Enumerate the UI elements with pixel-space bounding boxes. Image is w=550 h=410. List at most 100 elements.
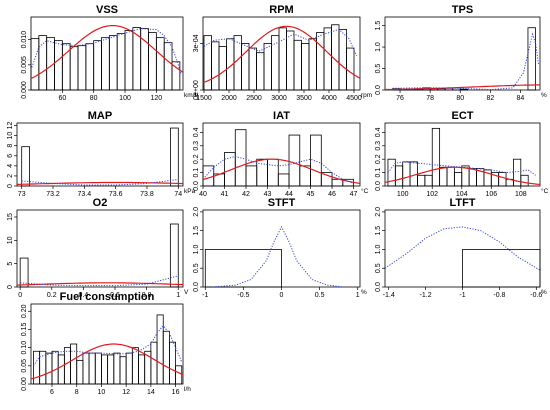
x-tick-label: 45 [307,191,315,198]
panel-title: RPM [269,4,293,16]
density-curve [31,28,182,76]
x-tick-label: 41 [221,191,229,198]
histogram-bar [170,127,179,187]
x-tick-label: 6 [50,389,54,396]
normal-fit-curve [203,25,360,84]
histogram-bar [76,359,84,385]
panel-title: STFT [268,197,296,209]
histogram-bar [218,46,227,91]
histogram-bar [331,178,344,187]
y-tick-label: 0.000 [21,81,28,99]
histogram-bar [277,173,290,187]
histogram-bar [459,88,469,91]
x-tick-label: 102 [426,191,438,198]
x-tick-label: 0.6 [110,292,120,299]
histogram-bar [308,38,317,91]
x-tick-label: 73.6 [109,191,123,198]
x-tick-label: 78 [426,95,434,102]
y-tick-label: 1.0 [375,244,382,254]
histogram-bar [101,37,110,91]
y-tick-label: 0.4 [193,127,200,137]
plot-frame [16,122,184,187]
x-tick-label: 73.4 [78,191,92,198]
histogram-bar [57,354,65,385]
x-tick-label: 47 [350,191,358,198]
histogram-bar [169,341,176,385]
histogram-bar [163,42,173,91]
x-tick-label: 73.8 [140,191,154,198]
histogram-bar [33,350,41,385]
unit-label: V [184,289,189,296]
histogram-bar [439,166,448,187]
y-tick-label: 0.1 [193,168,200,178]
y-tick-label: 0e+00 [193,80,200,100]
y-tick-label: 3e-04 [193,34,200,52]
density-curve [212,225,343,287]
unit-label: % [541,289,547,296]
unit-label: % [541,92,547,99]
unit-label: rpm [361,92,372,99]
histogram-bar [513,158,522,187]
y-tick-label: 0.0 [375,85,382,95]
histogram-bar [21,146,30,187]
normal-fit-curve [31,25,183,80]
histogram-bar [462,249,541,288]
panel-title: ECT [452,110,474,122]
histogram-bar [316,32,325,91]
plot-frame [384,16,541,91]
x-tick-label: 0 [18,292,22,299]
histogram-bar [116,33,126,91]
y-tick-label: 1.5 [375,21,382,31]
histogram-bar [498,172,507,187]
x-tick-label: -1.2 [420,292,432,299]
x-tick-label: -0.6 [530,292,542,299]
plot-frame [16,209,184,288]
histogram-bar [293,39,302,91]
normal-fit-curve [385,84,540,90]
density-curve [203,28,357,57]
x-tick-label: 76 [396,95,404,102]
histogram-bar [94,352,102,385]
y-tick-label: 0.010 [21,31,28,49]
histogram-bar [101,354,109,385]
histogram-bar [175,365,183,385]
y-tick-label: 0.4 [375,127,382,137]
y-tick-label: 1.0 [193,244,200,254]
x-tick-label: 2500 [246,95,262,102]
histogram-bar [45,352,53,385]
y-tick-label: 0.5 [375,263,382,273]
histogram-bar [394,165,404,187]
x-tick-label: 100 [119,95,131,102]
y-tick-label: 0.2 [193,154,200,164]
y-tick-label: 0.00 [21,377,28,391]
x-tick-label: 1 [176,292,180,299]
unit-label: kPa [184,188,196,195]
y-tick-label: 10 [7,236,14,244]
histogram-bar [310,134,322,187]
density-curve [203,155,354,184]
y-tick-label: 2.0 [375,207,382,217]
histogram-bar [108,35,118,91]
x-tick-label: 0.8 [142,292,152,299]
histogram-bar [338,29,347,91]
y-tick-label: 12 [7,122,14,130]
histogram-bar [271,35,280,91]
y-tick-label: 1.5 [193,226,200,236]
histogram-bar [402,161,411,187]
x-tick-label: 2000 [221,95,237,102]
histogram-bar [30,38,40,91]
y-tick-label: 0.0 [193,282,200,292]
histogram-bar [124,30,134,91]
y-tick-label: 0.005 [21,56,28,74]
histogram-bar [85,43,95,91]
density-curve [20,275,179,287]
histogram-bar [431,127,441,187]
y-tick-label: 8 [7,144,14,148]
y-tick-label: 0.15 [21,323,28,337]
y-tick-label: 0.20 [21,304,28,318]
density-curve [33,325,183,367]
histogram-bar [19,257,29,288]
panel-title: O2 [93,197,108,209]
x-tick-label: 80 [90,95,98,102]
histogram-bar [54,40,63,91]
